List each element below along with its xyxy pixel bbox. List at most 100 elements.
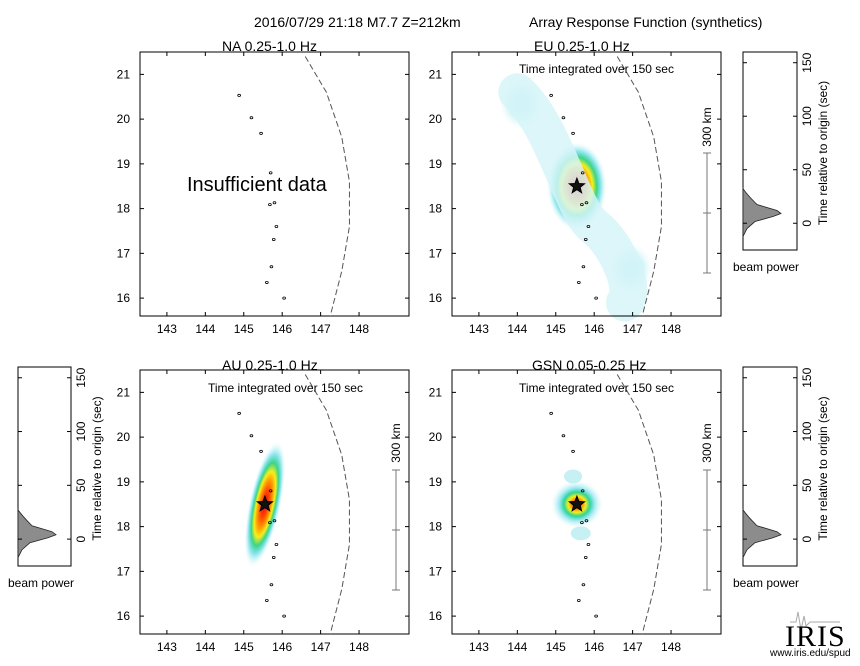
y-tick-label-eu: 16 <box>429 291 443 305</box>
x-tick-label-eu: 145 <box>546 322 566 336</box>
x-tick-label-gsn: 143 <box>469 640 489 654</box>
x-tick-label-au: 144 <box>195 640 215 654</box>
x-tick-label-au: 143 <box>157 640 177 654</box>
beam-power-label-gsn: beam power <box>733 576 800 590</box>
x-tick-label-gsn: 147 <box>623 640 643 654</box>
island-marker <box>581 583 586 587</box>
beam-power-tick-gsn: 150 <box>800 367 814 387</box>
y-tick-label-gsn: 21 <box>429 385 443 399</box>
island-marker <box>584 519 589 523</box>
island-marker <box>594 614 598 618</box>
y-tick-label-gsn: 19 <box>429 475 443 489</box>
iris-logo: IRIS <box>785 620 846 654</box>
island-marker <box>584 201 589 205</box>
trench-line-eu <box>616 56 662 317</box>
y-tick-label-au: 17 <box>117 564 131 578</box>
island-marker <box>561 434 566 438</box>
integration-note-gsn: Time integrated over 150 sec <box>519 381 674 395</box>
x-tick-label-au: 147 <box>311 640 331 654</box>
island-marker <box>249 116 254 120</box>
island-marker <box>274 543 279 547</box>
island-marker <box>274 225 279 229</box>
y-tick-label-na: 18 <box>117 202 131 216</box>
iris-logo-wave <box>790 611 840 631</box>
y-tick-label-eu: 19 <box>429 157 443 171</box>
panel-title-gsn: GSN 0.05-0.25 Hz <box>532 357 647 373</box>
y-tick-label-na: 20 <box>117 112 131 126</box>
star-icon <box>567 494 586 512</box>
island-marker <box>577 598 581 602</box>
y-tick-label-au: 18 <box>117 520 131 534</box>
beam-power-axis-label-au: Time relative to origin (sec) <box>90 396 104 540</box>
y-tick-label-gsn: 20 <box>429 430 443 444</box>
scale-bar-label-gsn: 300 km <box>700 423 714 462</box>
island-marker <box>549 93 553 97</box>
beam-power-axis-label-gsn: Time relative to origin (sec) <box>816 396 830 540</box>
y-tick-label-eu: 20 <box>429 112 443 126</box>
island-marker <box>594 296 598 300</box>
island-marker <box>581 265 586 269</box>
x-tick-label-au: 146 <box>272 640 292 654</box>
trench-line-na <box>304 56 350 317</box>
beam-power-tick-eu: 50 <box>800 163 814 177</box>
island-marker <box>282 296 286 300</box>
beam-power-tick-au: 50 <box>74 478 88 492</box>
island-marker <box>271 237 276 241</box>
beam-power-tick-gsn: 50 <box>800 478 814 492</box>
beam-power-axis-label-eu: Time relative to origin (sec) <box>816 81 830 225</box>
diffuse-energy-eu <box>498 73 648 322</box>
y-tick-label-au: 19 <box>117 475 131 489</box>
x-tick-label-eu: 147 <box>623 322 643 336</box>
panel-title-eu: EU 0.25-1.0 Hz <box>534 38 630 54</box>
y-tick-label-gsn: 18 <box>429 520 443 534</box>
beam-power-label-au: beam power <box>8 576 75 590</box>
scale-bar-label-au: 300 km <box>389 423 403 462</box>
trench-line-au <box>304 374 350 635</box>
island-marker <box>272 519 277 523</box>
x-tick-label-eu: 148 <box>661 322 681 336</box>
island-marker <box>265 598 269 602</box>
y-tick-label-au: 21 <box>117 385 131 399</box>
beam-power-trace-gsn <box>742 508 782 558</box>
x-tick-label-au: 148 <box>349 640 369 654</box>
beam-power-label-eu: beam power <box>733 260 800 274</box>
island-marker <box>586 225 591 229</box>
island-marker <box>272 201 277 205</box>
x-tick-label-gsn: 146 <box>584 640 604 654</box>
island-marker <box>259 449 263 453</box>
beam-power-tick-gsn: 0 <box>800 535 814 542</box>
beam-power-tick-au: 0 <box>74 535 88 542</box>
x-tick-label-gsn: 148 <box>661 640 681 654</box>
y-tick-label-eu: 21 <box>429 67 443 81</box>
island-marker <box>580 521 584 525</box>
island-marker <box>577 280 581 284</box>
side-lobe-gsn-1 <box>570 526 591 541</box>
event-title: 2016/07/29 21:18 M7.7 Z=212km <box>254 14 461 30</box>
x-tick-label-gsn: 145 <box>546 640 566 654</box>
beam-power-tick-au: 100 <box>74 421 88 441</box>
star-icon <box>255 494 274 512</box>
iris-url: www.iris.edu/spud <box>770 648 851 659</box>
iris-logo-text: IRIS <box>785 620 846 653</box>
y-tick-label-gsn: 17 <box>429 564 443 578</box>
panel-title-au: AU 0.25-1.0 Hz <box>222 357 318 373</box>
island-marker <box>580 489 585 493</box>
panel-title-na: NA 0.25-1.0 Hz <box>222 38 317 54</box>
y-tick-label-gsn: 16 <box>429 609 443 623</box>
island-marker <box>571 449 575 453</box>
island-marker <box>269 265 274 269</box>
x-tick-label-na: 145 <box>234 322 254 336</box>
star-icon <box>567 176 586 194</box>
x-tick-label-na: 148 <box>349 322 369 336</box>
island-marker <box>549 411 553 415</box>
integration-note-au: Time integrated over 150 sec <box>208 381 363 395</box>
insufficient-data-message: Insufficient data <box>187 174 327 196</box>
beam-power-tick-eu: 0 <box>800 220 814 227</box>
island-marker <box>583 555 588 559</box>
map-frame-eu <box>451 51 722 317</box>
island-marker <box>265 280 269 284</box>
y-tick-label-au: 16 <box>117 609 131 623</box>
island-marker <box>580 203 584 207</box>
integration-note-eu: Time integrated over 150 sec <box>519 62 674 76</box>
island-marker <box>282 614 286 618</box>
